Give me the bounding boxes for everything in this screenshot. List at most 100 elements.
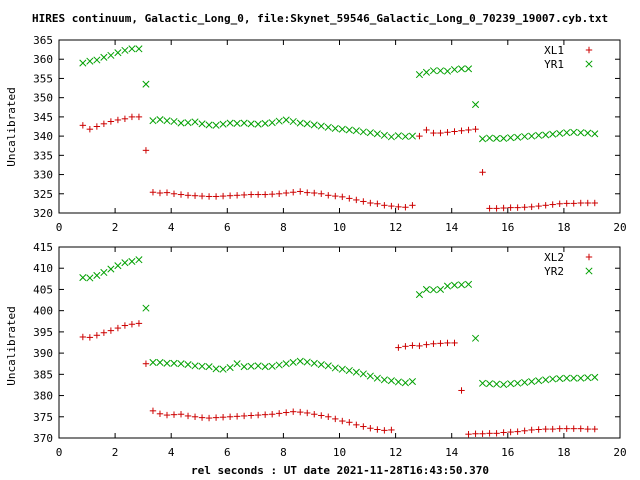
bottom-yr2-point bbox=[107, 265, 115, 273]
bottom-yr2-point bbox=[415, 290, 423, 299]
bottom-xl2-point bbox=[240, 412, 248, 420]
bottom-ylabel: Uncalibrated bbox=[5, 306, 18, 385]
bottom-yr2-point bbox=[233, 360, 241, 368]
top-yr1-point bbox=[177, 119, 185, 127]
bottom-xl2-point bbox=[458, 387, 465, 394]
top-yr1-point bbox=[528, 132, 536, 140]
bottom-yr2-point bbox=[408, 377, 416, 386]
bottom-xl2-point bbox=[121, 322, 129, 329]
top-xl1-point bbox=[451, 128, 458, 135]
bottom-legend-marker-xl2 bbox=[585, 253, 593, 261]
top-yr1-point bbox=[542, 131, 550, 139]
bottom-xl2-point bbox=[409, 342, 416, 349]
top-yr1-point bbox=[457, 65, 466, 73]
top-yr1-point bbox=[114, 49, 122, 57]
bottom-yr2-point bbox=[212, 365, 220, 373]
bottom-yr2-point bbox=[317, 361, 325, 369]
top-x-tick-label: 0 bbox=[56, 221, 63, 234]
bottom-xl2-point bbox=[465, 430, 472, 438]
bottom-yr2-point bbox=[471, 334, 480, 342]
bottom-xl2-point bbox=[584, 425, 591, 433]
top-xl1-point bbox=[318, 190, 325, 197]
top-yr1-point bbox=[401, 132, 409, 141]
bottom-xl2-point bbox=[556, 425, 563, 432]
bottom-xl2-point bbox=[430, 340, 437, 347]
bottom-yr2-point bbox=[135, 256, 143, 264]
bottom-yr2-point bbox=[436, 285, 445, 293]
top-xl1-point bbox=[458, 127, 465, 134]
bottom-x-tick-label: 6 bbox=[224, 446, 231, 459]
bottom-x-tick-label: 10 bbox=[333, 446, 346, 459]
bottom-xl2-point bbox=[423, 341, 430, 348]
top-xl1-point bbox=[374, 200, 381, 207]
bottom-yr2-point bbox=[457, 281, 466, 289]
top-yr1-point bbox=[535, 131, 543, 139]
top-yr1-point bbox=[324, 123, 332, 131]
bottom-yr2-point bbox=[542, 376, 550, 384]
top-xl1-point bbox=[388, 202, 395, 210]
bottom-yr2-point bbox=[514, 379, 522, 387]
bottom-xl2-point bbox=[247, 412, 255, 419]
bottom-xl2-point bbox=[219, 414, 227, 421]
top-xl1-point bbox=[542, 202, 549, 209]
top-y-tick-label: 350 bbox=[33, 92, 53, 105]
top-x-tick-label: 8 bbox=[280, 221, 287, 234]
bottom-x-tick-label: 4 bbox=[168, 446, 175, 459]
top-yr1-point bbox=[366, 129, 374, 137]
top-xl1-point bbox=[205, 193, 213, 200]
bottom-xl2-point bbox=[493, 430, 500, 437]
bottom-xl2-point bbox=[114, 324, 122, 332]
top-y-tick-label: 360 bbox=[33, 53, 53, 66]
bottom-yr2-point bbox=[500, 380, 508, 389]
top-xl1-point bbox=[142, 147, 150, 154]
bottom-yr2-point bbox=[549, 375, 557, 383]
top-x-tick-label: 14 bbox=[445, 221, 459, 234]
top-xl1-point bbox=[500, 204, 507, 212]
top-yr1-point bbox=[289, 117, 297, 126]
bottom-xl2-point bbox=[79, 333, 87, 341]
bottom-xl2-point bbox=[93, 332, 101, 339]
bottom-y-tick-label: 395 bbox=[33, 326, 53, 339]
bottom-y-tick-label: 400 bbox=[33, 305, 53, 318]
top-y-tick-label: 365 bbox=[33, 34, 53, 47]
bottom-legend-label-xl2: XL2 bbox=[544, 251, 564, 264]
bottom-xl2-point bbox=[479, 430, 486, 437]
top-xl1-point bbox=[93, 123, 101, 130]
top-xl1-point bbox=[353, 196, 360, 204]
bottom-xl2-point bbox=[563, 425, 570, 432]
bottom-x-tick-label: 14 bbox=[445, 446, 459, 459]
bottom-y-tick-label: 415 bbox=[33, 241, 53, 254]
top-yr1-point bbox=[135, 45, 143, 53]
top-yr1-point bbox=[556, 129, 564, 137]
top-x-tick-label: 16 bbox=[501, 221, 514, 234]
bottom-yr2-point bbox=[422, 285, 431, 293]
bottom-xl2-point bbox=[170, 411, 178, 418]
top-yr1-point bbox=[359, 128, 367, 136]
top-yr1-point bbox=[394, 132, 402, 140]
top-xl1-point bbox=[240, 191, 248, 199]
top-yr1-point bbox=[184, 119, 192, 127]
top-yr1-point bbox=[100, 53, 108, 61]
top-y-tick-label: 335 bbox=[33, 149, 53, 162]
bottom-xl2-point bbox=[472, 430, 479, 437]
top-xl1-point bbox=[226, 192, 234, 199]
top-yr1-point bbox=[443, 67, 452, 75]
top-xl1-point bbox=[149, 189, 157, 196]
top-y-tick-label: 330 bbox=[33, 169, 53, 182]
bottom-xl2-point bbox=[535, 426, 542, 433]
bottom-xl2-point bbox=[521, 427, 528, 434]
top-yr1-point bbox=[275, 117, 283, 125]
top-xl1-point bbox=[304, 189, 311, 196]
bottom-yr2-point bbox=[310, 359, 318, 367]
bottom-yr2-point bbox=[352, 368, 360, 376]
bottom-xl2-point bbox=[290, 408, 297, 415]
bottom-yr2-point bbox=[282, 360, 290, 368]
bottom-yr2-point bbox=[240, 363, 248, 371]
top-xl1-point bbox=[584, 199, 591, 207]
top-yr1-point bbox=[549, 130, 557, 138]
bottom-xl2-point bbox=[205, 414, 213, 422]
top-yr1-point bbox=[212, 121, 220, 129]
top-xl1-point bbox=[184, 192, 192, 199]
top-x-tick-label: 10 bbox=[333, 221, 346, 234]
top-xl1-point bbox=[465, 126, 472, 134]
